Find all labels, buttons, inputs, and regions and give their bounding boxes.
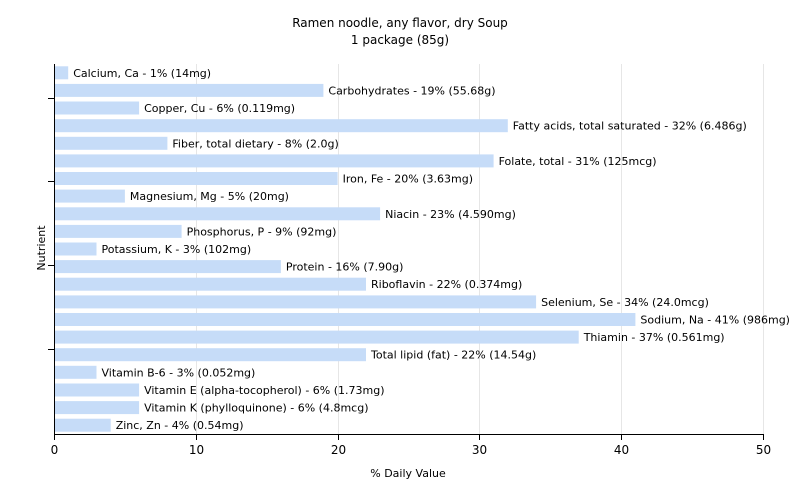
bar-label: Protein - 16% (7.90g) [286, 261, 404, 274]
bar-label: Thiamin - 37% (0.561mg) [583, 331, 725, 344]
bar [54, 348, 366, 362]
bar-label: Riboflavin - 22% (0.374mg) [371, 278, 522, 291]
bar-label: Calcium, Ca - 1% (14mg) [73, 67, 211, 80]
chart-subtitle: 1 package (85g) [351, 33, 449, 47]
bar [54, 383, 140, 397]
bar [54, 83, 324, 97]
y-axis-label: Nutrient [35, 225, 48, 271]
bar [54, 66, 69, 80]
bar-label: Magnesium, Mg - 5% (20mg) [130, 190, 289, 203]
bar-label: Zinc, Zn - 4% (0.54mg) [116, 419, 244, 432]
bar [54, 136, 168, 150]
bar-label: Selenium, Se - 34% (24.0mcg) [541, 296, 709, 309]
bar [54, 119, 508, 133]
axes: 0 10 20 30 40 50 [48, 64, 771, 457]
bar-label: Iron, Fe - 20% (3.63mg) [343, 173, 473, 186]
bar-label: Fiber, total dietary - 8% (2.0g) [172, 137, 338, 150]
bar [54, 313, 636, 326]
bar-label: Phosphorus, P - 9% (92mg) [187, 225, 337, 238]
x-tick-label: 40 [614, 443, 629, 457]
x-tick-label: 20 [331, 443, 346, 457]
bars: Calcium, Ca - 1% (14mg) Carbohydrates - 1… [54, 66, 790, 432]
x-axis-label: % Daily Value [370, 467, 446, 480]
chart-title: Ramen noodle, any flavor, dry Soup [292, 16, 508, 30]
bar-label: Vitamin K (phylloquinone) - 6% (4.8mcg) [144, 402, 368, 415]
x-tick-label: 50 [756, 443, 771, 457]
bar [54, 418, 111, 432]
bar [54, 330, 579, 344]
bar-label: Total lipid (fat) - 22% (14.54g) [370, 349, 536, 362]
x-tick-label: 0 [51, 443, 59, 457]
bar [54, 365, 97, 379]
bar [54, 154, 494, 168]
bar [54, 172, 338, 185]
bar [54, 277, 366, 291]
bar-label: Carbohydrates - 19% (55.68g) [328, 84, 495, 97]
bar-label: Vitamin B-6 - 3% (0.052mg) [102, 366, 256, 379]
bar [54, 207, 381, 221]
bar [54, 401, 140, 415]
bar [54, 242, 97, 256]
bar-label: Potassium, K - 3% (102mg) [102, 243, 252, 256]
x-tick-label: 30 [472, 443, 487, 457]
bar-label: Folate, total - 31% (125mcg) [499, 155, 657, 168]
bar [54, 224, 182, 238]
bar-label: Fatty acids, total saturated - 32% (6.48… [513, 120, 747, 133]
bar [54, 101, 140, 115]
x-tick-label: 10 [189, 443, 204, 457]
bar [54, 295, 537, 309]
bar-label: Niacin - 23% (4.590mg) [385, 208, 516, 221]
bar [54, 260, 281, 274]
bar-label: Vitamin E (alpha-tocopherol) - 6% (1.73m… [144, 384, 384, 397]
bar-label: Copper, Cu - 6% (0.119mg) [144, 102, 295, 115]
bar [54, 189, 125, 203]
bar-label: Sodium, Na - 41% (986mg) [640, 314, 790, 327]
